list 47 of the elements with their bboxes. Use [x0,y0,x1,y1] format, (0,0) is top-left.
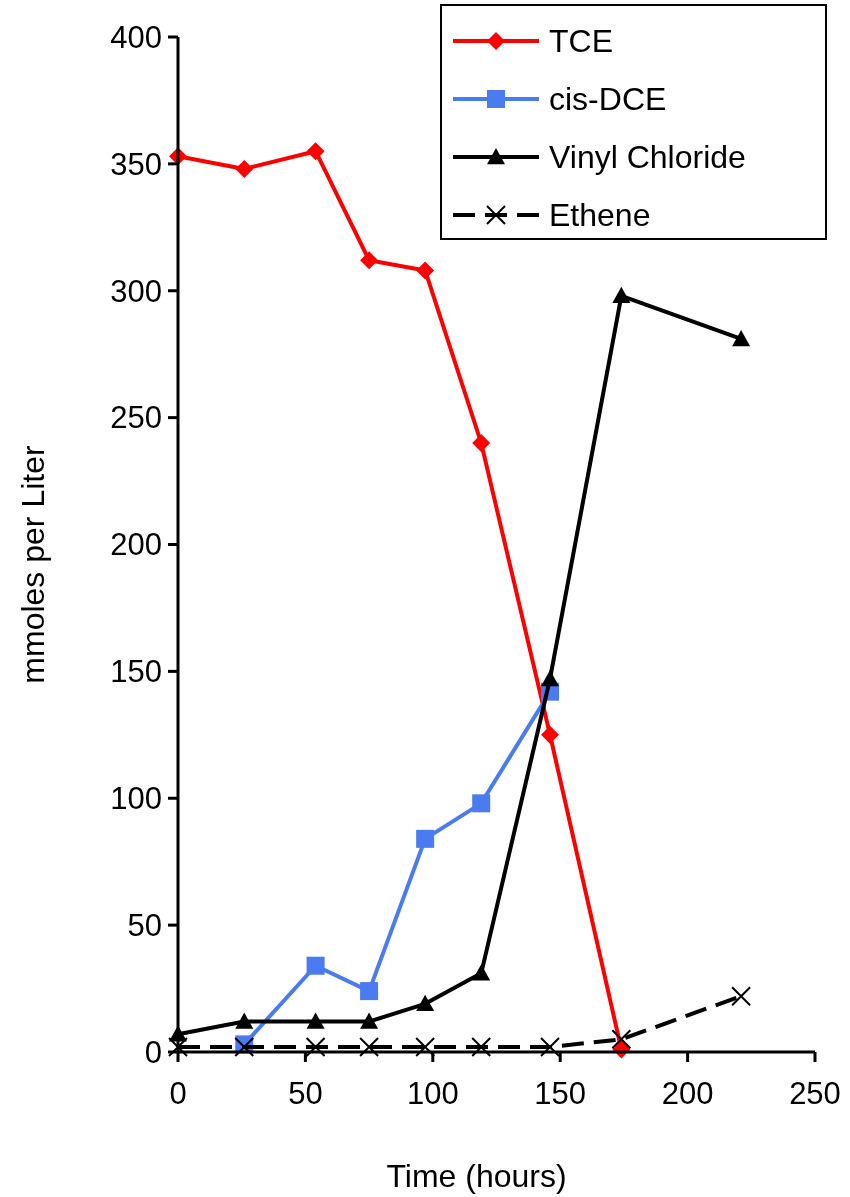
y-tick-label: 0 [144,1034,162,1070]
point [611,1029,632,1050]
legend-label: TCE [549,23,613,60]
x-tick-label: 250 [789,1076,841,1111]
y-tick-label: 250 [110,400,162,436]
y-tick-label: 350 [110,146,162,182]
point [306,956,325,975]
y-tick-label: 300 [110,273,162,309]
legend-label: cis-DCE [549,81,667,118]
point [731,986,752,1007]
point [235,159,254,178]
point [540,1036,561,1057]
point [612,286,631,304]
x-tick-label: 150 [534,1076,587,1111]
point [360,982,379,1001]
y-tick-label: 50 [127,907,162,943]
point [541,725,560,744]
point [305,1036,326,1057]
x-tick-label: 50 [288,1076,323,1111]
legend-label: Vinyl Chloride [549,139,746,176]
point [471,1036,492,1057]
y-axis-title: mmoles per Liter [15,445,51,684]
point [416,829,435,848]
x-axis-title: Time (hours) [386,1158,567,1194]
y-tick-label: 400 [110,19,162,55]
x-tick-label: 100 [406,1076,459,1111]
point [168,1036,188,1057]
point [416,261,435,280]
y-tick-label: 200 [110,527,162,563]
point [416,994,435,1011]
legend-label: Ethene [549,197,651,234]
point [472,434,491,452]
point [732,329,751,347]
point [415,1036,436,1057]
point [360,1012,379,1029]
point [235,1012,254,1029]
x-tick-label: 0 [169,1076,187,1111]
point [541,669,560,687]
point [306,1012,325,1029]
point [472,964,491,981]
point [360,251,379,270]
point [472,794,491,813]
y-tick-label: 100 [110,781,162,817]
point [306,142,325,161]
point [359,1036,380,1057]
y-tick-label: 150 [110,654,162,690]
x-tick-label: 200 [661,1076,714,1111]
